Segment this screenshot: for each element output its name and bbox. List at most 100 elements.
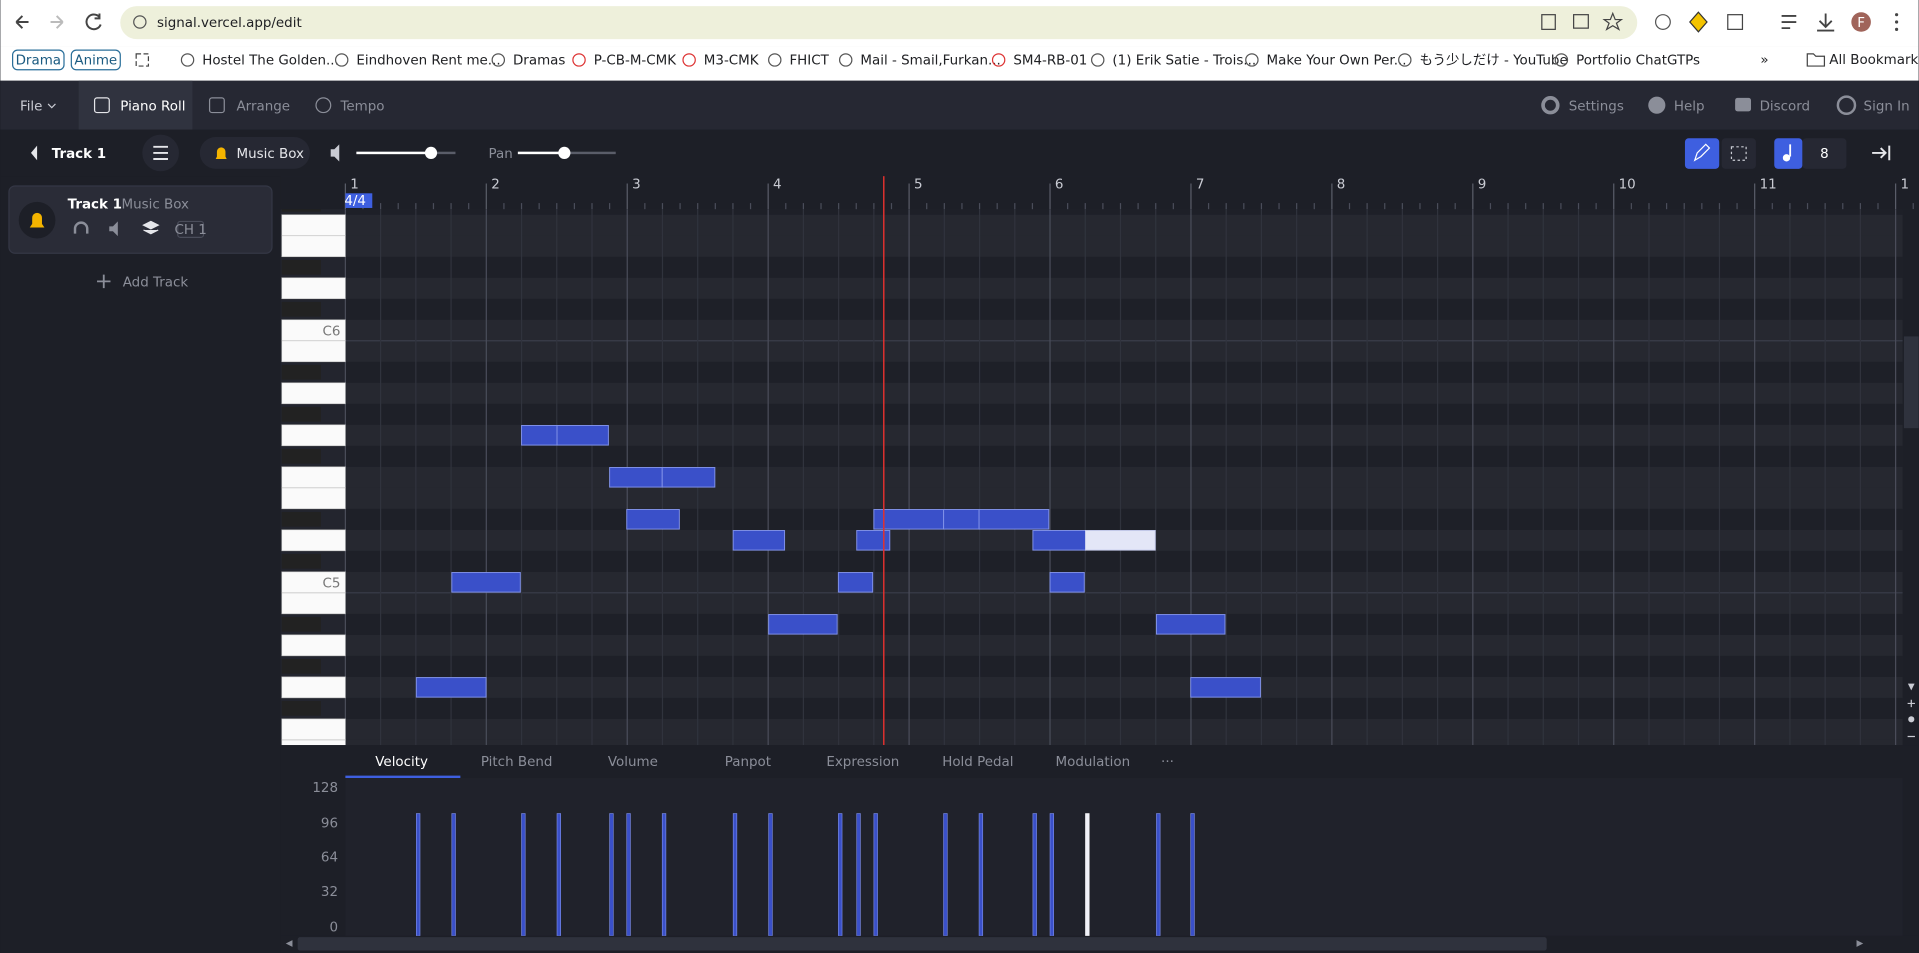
tab-arrange[interactable]: Arrange [236,99,290,114]
profile-avatar[interactable] [1851,12,1871,32]
ext-icon[interactable] [1541,14,1556,30]
controller-tab[interactable]: Velocity [375,755,428,770]
track-card[interactable] [8,185,273,254]
bookmark[interactable]: Dramas [513,54,565,69]
note[interactable] [521,425,558,446]
downloads-icon[interactable] [1817,13,1835,32]
add-track[interactable]: Add Track [123,276,189,291]
zoom-buttons[interactable] [1907,699,1915,738]
help[interactable]: Help [1674,99,1705,114]
bookmark[interactable]: M3-CMK [704,54,760,69]
tab-tempo[interactable]: Tempo [339,99,384,114]
note[interactable] [943,509,980,530]
velocity-bar[interactable] [943,813,948,937]
menu-dot[interactable] [1895,20,1899,24]
pan-knob[interactable] [558,146,571,160]
note[interactable] [978,509,1050,530]
bookmark-star[interactable] [1602,11,1624,31]
note[interactable] [626,509,680,530]
volume-knob[interactable] [424,146,438,160]
velocity-bar[interactable] [451,813,456,937]
bookmark[interactable]: Portfolio ChatGTPs [1576,54,1700,69]
note[interactable] [1032,530,1086,551]
quantize-button[interactable] [1774,138,1803,169]
install-icon[interactable] [1573,14,1589,29]
bookmark[interactable]: Mail - Smail,Furkan... [860,54,1000,69]
velocity-bar[interactable] [416,813,421,937]
velocity-bar[interactable] [1156,813,1161,937]
note[interactable] [609,467,663,488]
pencil-tool[interactable] [1684,138,1720,169]
note[interactable] [415,677,487,698]
auto-scroll-button[interactable] [1872,145,1891,161]
extensions-icon[interactable] [1727,14,1744,30]
velocity-bar[interactable] [626,813,631,937]
note[interactable] [856,530,891,551]
velocity-bar[interactable] [1032,813,1037,937]
velocity-bar[interactable] [978,813,984,937]
tab-piano-roll[interactable]: Piano Roll [120,99,185,114]
instrument-button[interactable] [199,137,310,169]
note[interactable] [732,530,786,551]
velocity-bar[interactable] [856,813,861,937]
scroll-down[interactable]: ▾ [1908,679,1915,694]
velocity-bar[interactable] [521,813,526,937]
note[interactable] [1155,614,1226,635]
select-tool[interactable] [1721,138,1756,169]
h-scroll-thumb[interactable] [297,937,1547,951]
layer-button[interactable] [142,220,160,235]
bookmark[interactable]: SM4-RB-01 [1013,54,1087,69]
controller-tab[interactable]: Expression [826,755,899,770]
apps-icon[interactable] [135,53,150,67]
velocity-bar[interactable] [873,813,878,937]
scroll-left[interactable]: ◂ [286,936,293,951]
menu-dot[interactable] [1895,27,1899,31]
note[interactable] [768,614,838,635]
velocity-bar[interactable] [768,813,773,937]
v-scroll-thumb[interactable] [1903,336,1919,429]
back-arrow[interactable] [30,145,38,161]
discord[interactable]: Discord [1760,99,1811,114]
bookmark[interactable]: Make Your Own Per... [1267,54,1407,69]
note[interactable] [837,572,874,593]
file-menu[interactable]: File [20,99,43,114]
scroll-right[interactable]: ▸ [1857,936,1864,951]
time-signature-marker[interactable] [345,193,373,208]
bookmark[interactable]: Anime [74,54,117,69]
reload-button[interactable] [85,13,102,31]
menu-dot[interactable] [1895,13,1899,17]
quantize-value[interactable]: 8 [1820,147,1829,162]
note[interactable] [556,425,609,446]
controller-tab[interactable]: Hold Pedal [942,755,1013,770]
controller-tab[interactable]: Pitch Bend [481,755,553,770]
address-bar[interactable] [120,6,1638,40]
controller-tab[interactable]: Panpot [725,755,771,770]
bookmark[interactable]: FHICT [789,54,829,69]
mute-button[interactable] [109,221,118,237]
solo-button[interactable] [73,221,89,234]
note[interactable] [661,467,716,488]
ext-icon[interactable] [1689,11,1708,33]
velocity-bar[interactable] [1190,813,1195,937]
velocity-bar[interactable] [556,813,561,937]
all-bookmarks[interactable]: All Bookmarks [1829,53,1919,68]
velocity-bar[interactable] [609,813,614,937]
note[interactable] [1190,677,1261,698]
note[interactable] [1085,530,1156,551]
bookmark[interactable]: もう少しだけ - YouTube [1419,53,1567,69]
zoom-reset[interactable] [1908,716,1915,723]
media-icon[interactable] [1781,14,1797,30]
site-info-icon[interactable] [133,15,147,29]
bookmark[interactable]: Eindhoven Rent me... [356,54,500,69]
sign-in[interactable]: Sign In [1864,99,1910,114]
controller-tab[interactable]: Modulation [1056,755,1131,770]
bookmark-overflow[interactable]: » [1760,53,1768,68]
note[interactable] [451,572,521,593]
note[interactable] [1049,572,1085,593]
bookmark[interactable]: (1) Erik Satie - Trois... [1112,54,1256,69]
velocity-bar[interactable] [1049,813,1055,937]
velocity-bar[interactable] [1085,813,1090,937]
bookmark[interactable]: P-CB-M-CMK [594,54,678,69]
bookmark[interactable]: Hostel The Golden... [202,54,339,69]
ext-icon[interactable] [1654,14,1671,30]
